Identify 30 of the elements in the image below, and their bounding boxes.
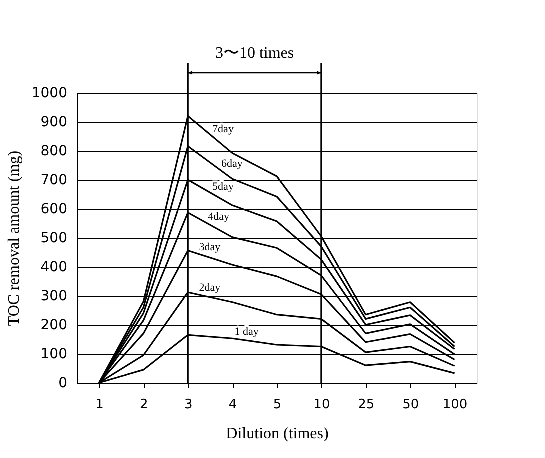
x-tick-label: 4 xyxy=(228,398,238,412)
series-label: 4day xyxy=(208,210,230,223)
x-tick-label: 1 xyxy=(96,398,104,412)
x-tick-label: 25 xyxy=(358,398,375,412)
y-tick-label: 200 xyxy=(40,318,68,334)
x-axis-title: Dilution (times) xyxy=(226,426,329,442)
series-label: 1 day xyxy=(234,326,260,338)
y-tick-label: 600 xyxy=(40,202,68,218)
series-label: 2day xyxy=(199,282,222,294)
series-label: 5day xyxy=(212,181,234,194)
y-tick-label: 0 xyxy=(58,376,68,392)
y-tick-label: 700 xyxy=(40,172,68,188)
y-tick-label: 500 xyxy=(40,230,68,246)
y-tick-label: 400 xyxy=(40,260,68,276)
y-axis-title: TOC removal amount (mg) xyxy=(6,150,23,326)
series-label: 6day xyxy=(221,158,244,170)
y-tick-label: 300 xyxy=(40,288,68,304)
series-label: 3day xyxy=(199,241,222,254)
text: 3〜10 times xyxy=(215,45,294,62)
y-tick-label: 1000 xyxy=(32,86,68,102)
x-tick-label: 2 xyxy=(140,398,148,412)
x-tick-label: 100 xyxy=(442,398,468,412)
y-tick-label: 100 xyxy=(40,346,68,362)
y-tick-label: 800 xyxy=(40,144,68,160)
y-tick-label: 900 xyxy=(40,114,68,130)
series-label: 7day xyxy=(212,124,234,136)
x-tick-label: 5 xyxy=(273,398,282,412)
x-tick-label: 50 xyxy=(402,398,420,412)
x-tick-label: 10 xyxy=(314,398,330,412)
x-tick-label: 3 xyxy=(184,398,193,412)
